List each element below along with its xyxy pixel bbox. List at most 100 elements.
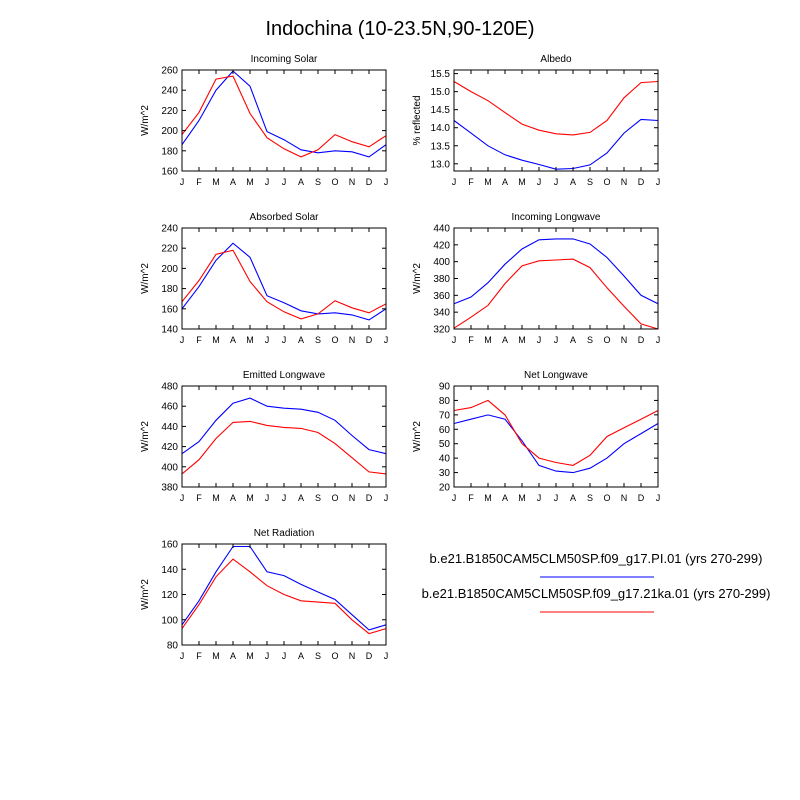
y-axis-label: W/m^2 <box>140 579 151 610</box>
x-tick-label: J <box>180 335 185 345</box>
x-tick-label: S <box>315 335 321 345</box>
y-tick-label: 260 <box>161 66 178 77</box>
x-tick-label: J <box>384 177 389 187</box>
plot-frame <box>453 227 659 330</box>
x-tick-label: F <box>196 493 202 503</box>
x-tick-label: J <box>384 493 389 503</box>
x-tick-label: S <box>587 177 593 187</box>
y-tick-label: 420 <box>433 240 450 251</box>
x-tick-label: M <box>518 335 526 345</box>
x-tick-label: N <box>621 335 628 345</box>
y-tick-label: 13.0 <box>431 159 451 170</box>
x-tick-label: J <box>282 651 287 661</box>
y-tick-label: 420 <box>161 442 178 453</box>
x-tick-label: J <box>282 493 287 503</box>
y-axis-label: W/m^2 <box>412 421 423 452</box>
x-tick-label: S <box>315 651 321 661</box>
plot-frame <box>453 69 659 172</box>
y-tick-label: 440 <box>433 224 450 235</box>
y-axis-label: W/m^2 <box>140 105 151 136</box>
x-tick-label: J <box>265 335 270 345</box>
y-tick-label: 360 <box>433 291 450 302</box>
x-tick-label: M <box>246 335 254 345</box>
x-tick-label: M <box>518 493 526 503</box>
x-tick-label: J <box>265 177 270 187</box>
legend-label-pi: b.e21.B1850CAM5CLM50SP.f09_g17.PI.01 (yr… <box>430 551 763 566</box>
y-tick-label: 80 <box>439 396 451 407</box>
x-tick-label: N <box>621 493 628 503</box>
x-tick-label: O <box>331 651 338 661</box>
x-tick-label: J <box>452 493 457 503</box>
plot-frame <box>453 385 659 488</box>
x-tick-label: M <box>518 177 526 187</box>
x-tick-label: J <box>282 177 287 187</box>
x-tick-label: S <box>315 493 321 503</box>
x-tick-label: J <box>537 335 542 345</box>
y-tick-label: 40 <box>439 454 451 465</box>
x-tick-label: F <box>196 651 202 661</box>
series-line-21ka <box>181 75 387 158</box>
x-tick-label: M <box>484 335 492 345</box>
x-tick-label: M <box>212 335 220 345</box>
y-tick-label: 140 <box>161 565 178 576</box>
x-tick-label: A <box>570 493 576 503</box>
x-tick-label: N <box>349 335 356 345</box>
series-line-pi <box>453 238 659 305</box>
x-tick-label: A <box>502 493 508 503</box>
y-tick-label: 30 <box>439 468 451 479</box>
y-tick-label: 160 <box>161 167 178 178</box>
x-tick-label: J <box>554 335 559 345</box>
panel-title: Net Radiation <box>254 528 315 539</box>
y-axis-label: W/m^2 <box>140 421 151 452</box>
series-line-pi <box>181 397 387 455</box>
x-tick-label: M <box>484 493 492 503</box>
x-tick-label: S <box>587 493 593 503</box>
x-tick-label: O <box>603 177 610 187</box>
x-tick-label: J <box>656 177 661 187</box>
y-tick-label: 14.0 <box>431 123 451 134</box>
series-line-pi <box>453 118 659 170</box>
x-tick-label: J <box>180 493 185 503</box>
x-tick-label: J <box>537 493 542 503</box>
series-line-pi <box>181 70 387 158</box>
x-tick-label: D <box>638 335 645 345</box>
x-tick-label: J <box>384 335 389 345</box>
panel-title: Incoming Solar <box>251 54 318 65</box>
x-tick-label: F <box>196 177 202 187</box>
x-tick-label: O <box>331 177 338 187</box>
panel-emitted-longwave: Emitted Longwave W/m^2 380 400 420 440 460 480 J… <box>140 370 388 503</box>
x-tick-label: D <box>638 177 645 187</box>
series-line-pi <box>181 545 387 631</box>
y-tick-label: 400 <box>433 257 450 268</box>
x-tick-label: J <box>554 493 559 503</box>
series-line-21ka <box>181 558 387 635</box>
y-tick-label: 80 <box>167 641 179 652</box>
y-tick-label: 200 <box>161 264 178 275</box>
y-tick-label: 140 <box>161 325 178 336</box>
y-tick-label: 15.5 <box>431 69 451 80</box>
y-tick-label: 160 <box>161 304 178 315</box>
x-tick-label: N <box>349 493 356 503</box>
x-tick-label: D <box>366 493 373 503</box>
y-tick-label: 400 <box>161 462 178 473</box>
x-tick-label: D <box>366 651 373 661</box>
y-tick-label: 14.5 <box>431 105 451 116</box>
series-line-21ka <box>453 258 659 330</box>
x-tick-label: A <box>230 335 236 345</box>
x-tick-label: M <box>246 651 254 661</box>
x-tick-label: O <box>603 335 610 345</box>
y-tick-label: 460 <box>161 402 178 413</box>
x-tick-label: A <box>502 335 508 345</box>
x-tick-label: J <box>656 335 661 345</box>
y-tick-label: 90 <box>439 382 451 393</box>
x-tick-label: F <box>468 335 474 345</box>
plot-frame <box>181 385 387 488</box>
x-tick-label: D <box>366 177 373 187</box>
y-tick-label: 120 <box>161 590 178 601</box>
x-tick-label: J <box>180 651 185 661</box>
y-tick-label: 60 <box>439 425 451 436</box>
y-tick-label: 240 <box>161 86 178 97</box>
